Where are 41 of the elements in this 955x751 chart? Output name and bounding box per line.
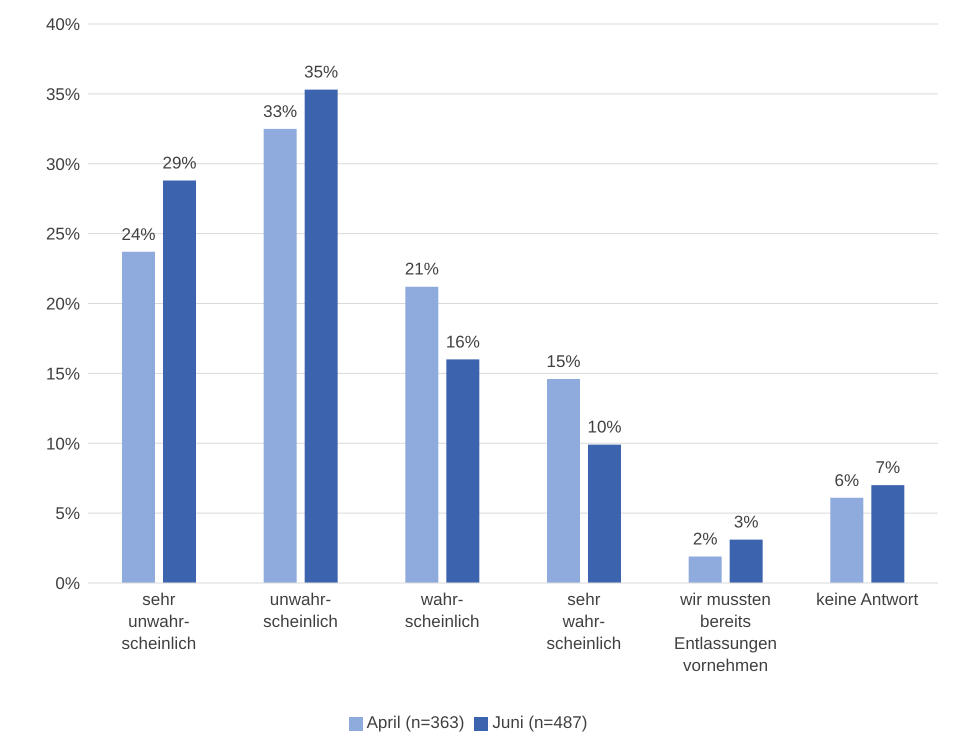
y-tick-label: 25% xyxy=(46,224,80,244)
bar xyxy=(264,128,297,583)
data-label: 16% xyxy=(446,332,480,352)
bar xyxy=(871,485,904,583)
bar xyxy=(446,359,480,583)
bar xyxy=(830,498,864,583)
bar xyxy=(688,556,722,583)
data-label: 15% xyxy=(546,352,581,371)
bar xyxy=(588,444,621,583)
bar xyxy=(405,286,438,583)
x-tick-label: sehr unwahr- scheinlich xyxy=(122,590,196,653)
data-label: 7% xyxy=(876,458,900,478)
legend-label: Juni (n=487) xyxy=(492,713,588,732)
y-tick-label: 20% xyxy=(46,294,80,314)
y-tick-label: 5% xyxy=(55,504,80,524)
data-label: 6% xyxy=(834,470,860,490)
x-tick-label: wahr- scheinlich xyxy=(404,590,480,631)
bar xyxy=(730,540,763,583)
data-label: 33% xyxy=(263,102,298,121)
y-tick-label: 35% xyxy=(46,84,80,104)
y-tick-label: 15% xyxy=(46,364,80,384)
bar xyxy=(547,378,580,583)
y-tick-label: 40% xyxy=(46,15,80,34)
x-tick-label: keine Antwort xyxy=(816,590,918,609)
bar xyxy=(122,252,155,583)
bar xyxy=(304,90,338,583)
data-label: 21% xyxy=(404,260,439,279)
x-tick-label: wir mussten bereits Entlassungen vornehmen xyxy=(674,590,778,675)
y-tick-label: 0% xyxy=(55,574,80,594)
bar xyxy=(163,180,196,583)
data-label: 24% xyxy=(121,224,156,244)
x-tick-label: sehr wahr- scheinlich xyxy=(546,590,622,653)
data-label: 2% xyxy=(692,529,718,548)
data-label: 10% xyxy=(587,418,622,437)
data-label: 35% xyxy=(304,62,338,82)
legend-label: April (n=363) xyxy=(366,713,464,732)
x-tick-label: unwahr- scheinlich xyxy=(263,590,338,631)
y-tick-label: 10% xyxy=(46,434,80,454)
data-label: 3% xyxy=(734,512,758,532)
y-tick-label: 30% xyxy=(46,154,80,174)
data-label: 29% xyxy=(162,154,197,173)
